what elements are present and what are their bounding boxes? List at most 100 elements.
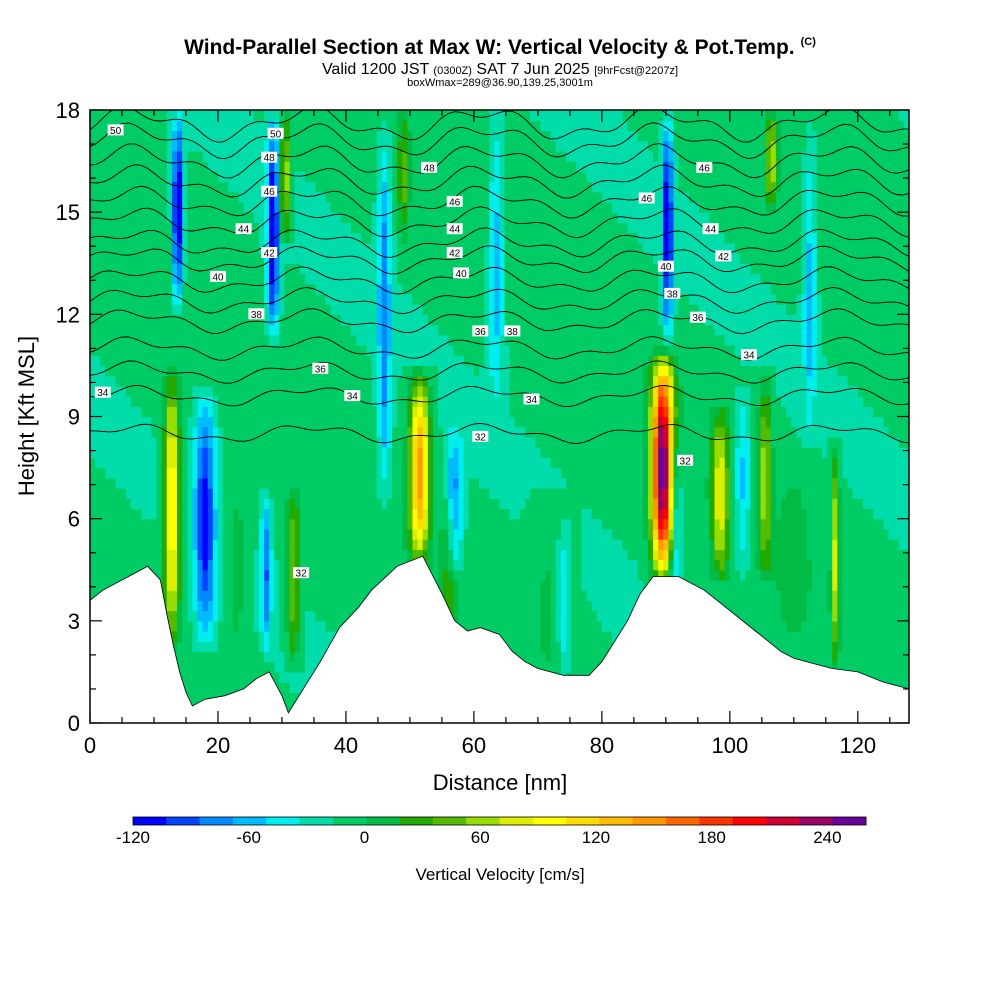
field-cell (714, 467, 726, 479)
field-cell (668, 314, 675, 326)
field-cell (243, 559, 255, 571)
field-cell (714, 447, 726, 458)
field-cell (212, 620, 219, 632)
field-cell (217, 539, 224, 550)
field-cell (243, 549, 255, 561)
field-cell (653, 365, 659, 377)
field-cell (171, 293, 183, 305)
field-cell (274, 283, 280, 295)
field-cell (187, 161, 209, 172)
field-cell (658, 283, 664, 295)
field-cell (566, 150, 654, 162)
field-cell (217, 426, 224, 438)
field-cell (519, 508, 583, 520)
field-cell (90, 140, 168, 152)
field-cell (177, 140, 183, 152)
field-cell (223, 579, 234, 591)
field-cell (397, 406, 408, 418)
field-cell (243, 201, 265, 213)
field-cell (223, 488, 260, 499)
field-cell (678, 355, 741, 367)
field-cell (555, 539, 572, 550)
field-cell (827, 600, 833, 612)
theta-label: 46 (641, 194, 653, 205)
field-cell (760, 396, 772, 407)
field-cell (289, 590, 296, 601)
field-cell (90, 661, 275, 673)
field-cell (289, 610, 296, 622)
field-cell (847, 477, 909, 489)
field-cell (202, 528, 209, 540)
field-cell (264, 263, 270, 275)
field-cell (770, 518, 808, 530)
theta-label-bg (267, 127, 284, 139)
field-cell (781, 181, 803, 193)
field-cell (386, 498, 403, 510)
field-cell (304, 610, 316, 622)
field-cell (130, 498, 158, 510)
field-cell (166, 201, 173, 213)
field-cell (806, 590, 828, 601)
field-cell (182, 539, 188, 550)
field-cell (668, 518, 675, 530)
field-cell (765, 508, 772, 520)
field-cell (90, 457, 96, 469)
field-cell (90, 110, 168, 121)
field-cell (294, 651, 306, 663)
field-cell (550, 631, 557, 642)
field-cell (673, 314, 705, 326)
field-cell (463, 549, 557, 561)
theta-contour (90, 308, 909, 335)
theta-contour (90, 227, 909, 258)
field-cell (663, 467, 670, 479)
field-cell (560, 569, 567, 581)
field-cell (212, 467, 219, 479)
field-cell (192, 385, 214, 397)
field-cell (765, 130, 777, 142)
field-cell (647, 375, 654, 387)
field-cell (90, 539, 163, 550)
field-cell (197, 436, 204, 448)
field-cell (765, 467, 772, 479)
field-cell (745, 426, 751, 438)
field-cell (407, 212, 490, 223)
field-cell (571, 610, 598, 622)
field-cell (673, 222, 716, 234)
field-cell (827, 590, 833, 601)
field-cell (274, 212, 280, 223)
field-cell (187, 436, 193, 448)
field-cell (299, 610, 306, 622)
field-cell (386, 385, 393, 397)
field-cell (422, 406, 429, 418)
field-cell (658, 447, 664, 458)
field-cell (192, 539, 199, 550)
field-cell (663, 396, 670, 407)
field-cell (397, 191, 403, 203)
field-cell (253, 110, 265, 121)
field-cell (392, 283, 403, 295)
field-cell (458, 467, 465, 479)
field-cell (479, 365, 490, 377)
field-cell (678, 498, 685, 510)
field-cell (816, 242, 909, 254)
field-cell (734, 559, 751, 571)
field-cell (504, 263, 659, 275)
field-cell (171, 283, 178, 295)
theta-label-bg (107, 124, 124, 136)
field-cell (770, 457, 777, 469)
field-cell (801, 253, 808, 264)
field-cell (166, 130, 173, 142)
field-cell (177, 396, 183, 407)
field-cell (499, 334, 506, 346)
field-cell (806, 528, 833, 540)
field-cell (806, 324, 813, 336)
field-cell (816, 304, 823, 315)
field-cell (412, 396, 419, 407)
field-cell (842, 467, 909, 479)
field-cell (566, 641, 572, 653)
field-cell (729, 416, 736, 428)
field-cell (279, 324, 352, 336)
field-cell (253, 610, 260, 622)
field-cell (258, 631, 265, 642)
